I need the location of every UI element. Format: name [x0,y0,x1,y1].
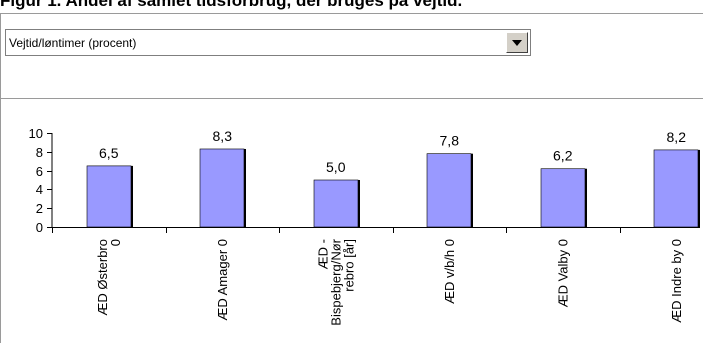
bar [540,168,586,228]
category-label-line: Bispebjerg/Nør [328,238,343,325]
data-label: 5,0 [326,159,346,175]
category-label-line: ÆD Valby 0 [555,239,570,307]
y-tick-label: 4 [36,182,43,197]
measure-dropdown-value: Vejtid/løntimer (procent) [9,36,137,50]
data-label: 8,2 [667,129,687,145]
category-label-line: ÆD Indre by 0 [669,239,684,323]
category-label-line: ÆD Amager 0 [215,239,230,321]
y-tick-label: 2 [36,201,43,216]
dropdown-button[interactable] [506,32,528,53]
y-tick-label: 10 [29,126,43,141]
category-label: ÆD Amager 0 [215,239,230,321]
y-tick-label: 8 [36,145,43,160]
page-title: Figur 1. Andel af samlet tidsforbrug, de… [0,0,463,10]
divider [0,98,703,99]
measure-dropdown[interactable]: Vejtid/løntimer (procent) [5,29,531,56]
y-axis: 0 2 4 6 8 10 [29,126,53,235]
bar [653,149,699,228]
bar [199,148,245,228]
y-tick-label: 6 [36,164,43,179]
category-label: ÆD Indre by 0 [669,239,684,323]
data-label: 6,2 [553,148,573,164]
data-label: 6,5 [99,145,119,161]
y-tick-label: 0 [36,220,43,235]
control-area [1,14,703,98]
category-label-line: ÆD - [315,239,330,269]
chart-frame [0,13,703,343]
data-label: 8,3 [213,128,233,144]
data-label: 7,8 [440,133,460,149]
category-label-line: ÆD Østerbro [95,239,110,316]
category-label: ÆD v/b/h 0 [442,239,457,304]
category-label-line: ÆD v/b/h 0 [442,239,457,304]
category-label: ÆD Valby 0 [555,239,570,307]
bar [426,153,472,228]
bar [313,179,359,228]
bars [86,148,700,228]
category-label-line: 0 [108,239,123,246]
category-label-line: rebro [år] [341,239,356,292]
data-labels: 6,5 8,3 5,0 7,8 6,2 8,2 [99,128,686,175]
chevron-down-icon [512,40,522,46]
bar [86,165,132,228]
